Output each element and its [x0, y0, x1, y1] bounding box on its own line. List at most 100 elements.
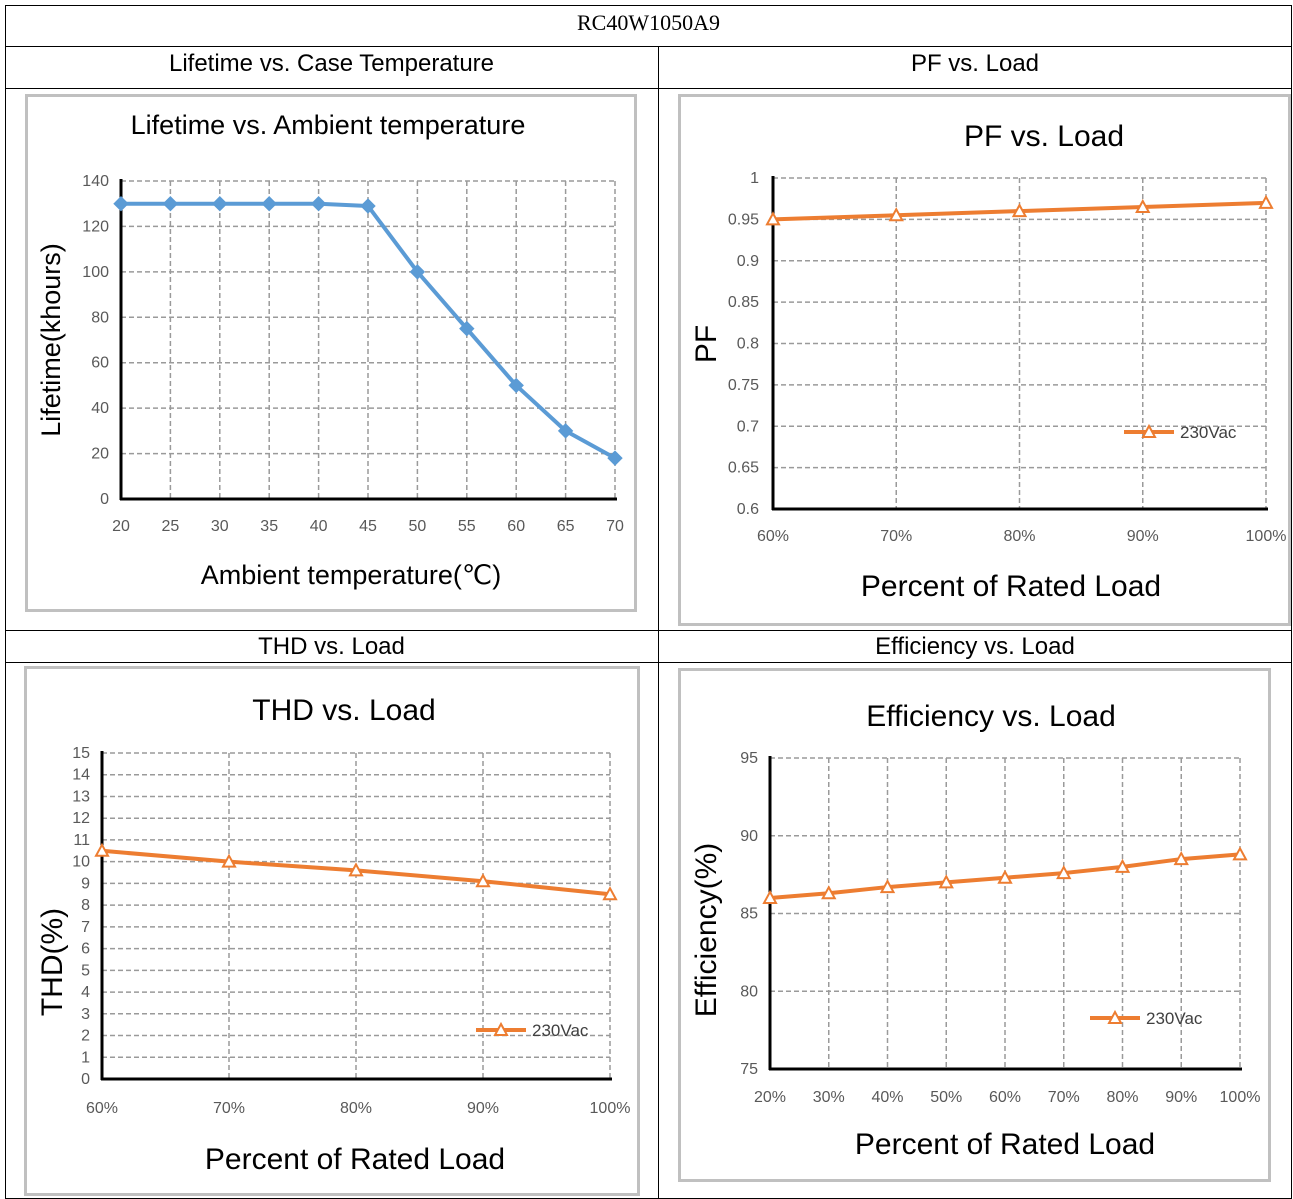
y-tick-label: 13 — [72, 788, 90, 805]
x-tick-label: 100% — [590, 1100, 631, 1117]
y-axis-label: PF — [690, 325, 723, 363]
legend-label: 230Vac — [532, 1021, 589, 1040]
data-point — [607, 450, 623, 466]
data-point — [310, 196, 327, 212]
table-rule — [5, 46, 1292, 47]
x-tick-label: 25 — [162, 518, 180, 535]
y-tick-label: 9 — [81, 875, 90, 892]
x-tick-label: 80% — [1003, 528, 1035, 545]
data-point — [1011, 203, 1028, 218]
efficiency-chart: 75 80 85 90 95 20% 30% 40% 50% 60% 70% 80% 90% 100% Ef… — [678, 668, 1271, 1182]
data-point — [938, 874, 954, 889]
data-point — [765, 211, 781, 226]
y-tick-label: 80 — [91, 309, 109, 326]
y-axis-label: Lifetime(khours) — [36, 243, 66, 437]
cell-title-thd: THD vs. Load — [258, 633, 405, 660]
data-point — [261, 196, 277, 212]
x-tick-label: 20 — [112, 518, 130, 535]
x-tick-label: 60% — [989, 1089, 1021, 1106]
y-tick-label: 1 — [81, 1049, 90, 1066]
data-point — [762, 889, 778, 904]
x-tick-label: 60 — [507, 518, 525, 535]
y-tick-label: 2 — [81, 1028, 90, 1045]
x-tick-label: 40% — [871, 1089, 903, 1106]
x-tick-label: 60% — [86, 1100, 118, 1117]
data-point — [475, 873, 491, 888]
x-tick-label: 30 — [211, 518, 229, 535]
data-point — [221, 853, 237, 868]
x-tick-label: 20% — [754, 1089, 786, 1106]
y-tick-label: 0.85 — [728, 294, 759, 311]
legend-marker — [1141, 423, 1157, 438]
data-point — [1173, 850, 1189, 866]
y-tick-label: 4 — [81, 984, 90, 1001]
x-tick-label: 65 — [557, 518, 575, 535]
table-rule — [5, 88, 1292, 89]
x-axis-label: Percent of Rated Load — [205, 1143, 505, 1176]
chart-frame — [678, 94, 1291, 626]
y-tick-label: 3 — [81, 1006, 90, 1023]
x-tick-label: 60% — [757, 528, 789, 545]
x-tick-label: 40 — [310, 518, 328, 535]
data-point — [1232, 846, 1248, 861]
y-tick-label: 1 — [750, 170, 759, 187]
data-point — [459, 320, 475, 337]
data-point — [94, 842, 110, 857]
data-point — [113, 196, 129, 212]
data-point — [1135, 198, 1151, 213]
y-tick-label: 0 — [100, 491, 109, 508]
data-point — [888, 207, 904, 222]
data-point — [1114, 858, 1131, 873]
y-tick-label: 14 — [72, 767, 90, 784]
y-tick-label: 15 — [72, 745, 90, 762]
chart-frame — [24, 666, 640, 1196]
x-tick-label: 50 — [409, 518, 427, 535]
data-point — [1056, 864, 1072, 880]
y-tick-label: 11 — [73, 832, 90, 849]
cell-title-lifetime: Lifetime vs. Case Temperature — [168, 50, 495, 77]
data-point — [557, 423, 574, 439]
pf-chart: 0.6 0.65 0.7 0.75 0.8 0.85 0.9 0.95 1 60% 70% 80% 90… — [678, 94, 1291, 626]
y-tick-label: 95 — [740, 750, 758, 767]
y-tick-label: 0.7 — [737, 418, 759, 435]
data-point — [821, 885, 837, 900]
x-axis-label: Percent of Rated Load — [861, 570, 1161, 603]
y-tick-label: 120 — [82, 218, 109, 235]
y-tick-label: 0.8 — [737, 336, 759, 353]
y-tick-label: 75 — [740, 1061, 758, 1078]
x-axis-label: Ambient temperature(℃) — [201, 560, 501, 590]
y-tick-label: 8 — [81, 897, 90, 914]
y-tick-label: 5 — [81, 962, 90, 979]
x-tick-label: 80% — [340, 1100, 372, 1117]
cell-title-efficiency: Efficiency vs. Load — [875, 633, 1075, 660]
data-point — [348, 862, 364, 877]
y-tick-label: 100 — [82, 264, 109, 281]
y-tick-label: 85 — [740, 906, 758, 923]
x-tick-label: 70 — [606, 518, 624, 535]
x-axis-label: Percent of Rated Load — [855, 1128, 1155, 1161]
model-title: RC40W1050A9 — [577, 10, 720, 35]
y-tick-label: 6 — [81, 941, 90, 958]
y-axis-label: Efficiency(%) — [690, 843, 723, 1018]
data-point — [508, 377, 524, 394]
chart-frame — [678, 668, 1271, 1182]
data-point — [212, 196, 228, 212]
y-axis-label: THD(%) — [36, 908, 69, 1016]
legend-label: 230Vac — [1146, 1009, 1203, 1028]
x-tick-label: 70% — [1048, 1089, 1080, 1106]
x-tick-label: 55 — [458, 518, 476, 535]
x-tick-label: 100% — [1246, 528, 1287, 545]
y-tick-label: 10 — [72, 854, 90, 871]
y-tick-label: 0.9 — [737, 253, 759, 270]
legend-label: 230Vac — [1180, 423, 1237, 442]
cell-title-pf: PF vs. Load — [910, 50, 1040, 77]
y-tick-label: 0.65 — [728, 460, 759, 477]
chart-title: PF vs. Load — [964, 120, 1124, 153]
x-tick-label: 90% — [467, 1100, 499, 1117]
x-tick-label: 100% — [1220, 1089, 1261, 1106]
table-rule — [658, 46, 659, 1199]
legend-marker — [1107, 1009, 1123, 1024]
y-tick-label: 80 — [740, 983, 758, 1000]
data-point — [409, 264, 426, 280]
